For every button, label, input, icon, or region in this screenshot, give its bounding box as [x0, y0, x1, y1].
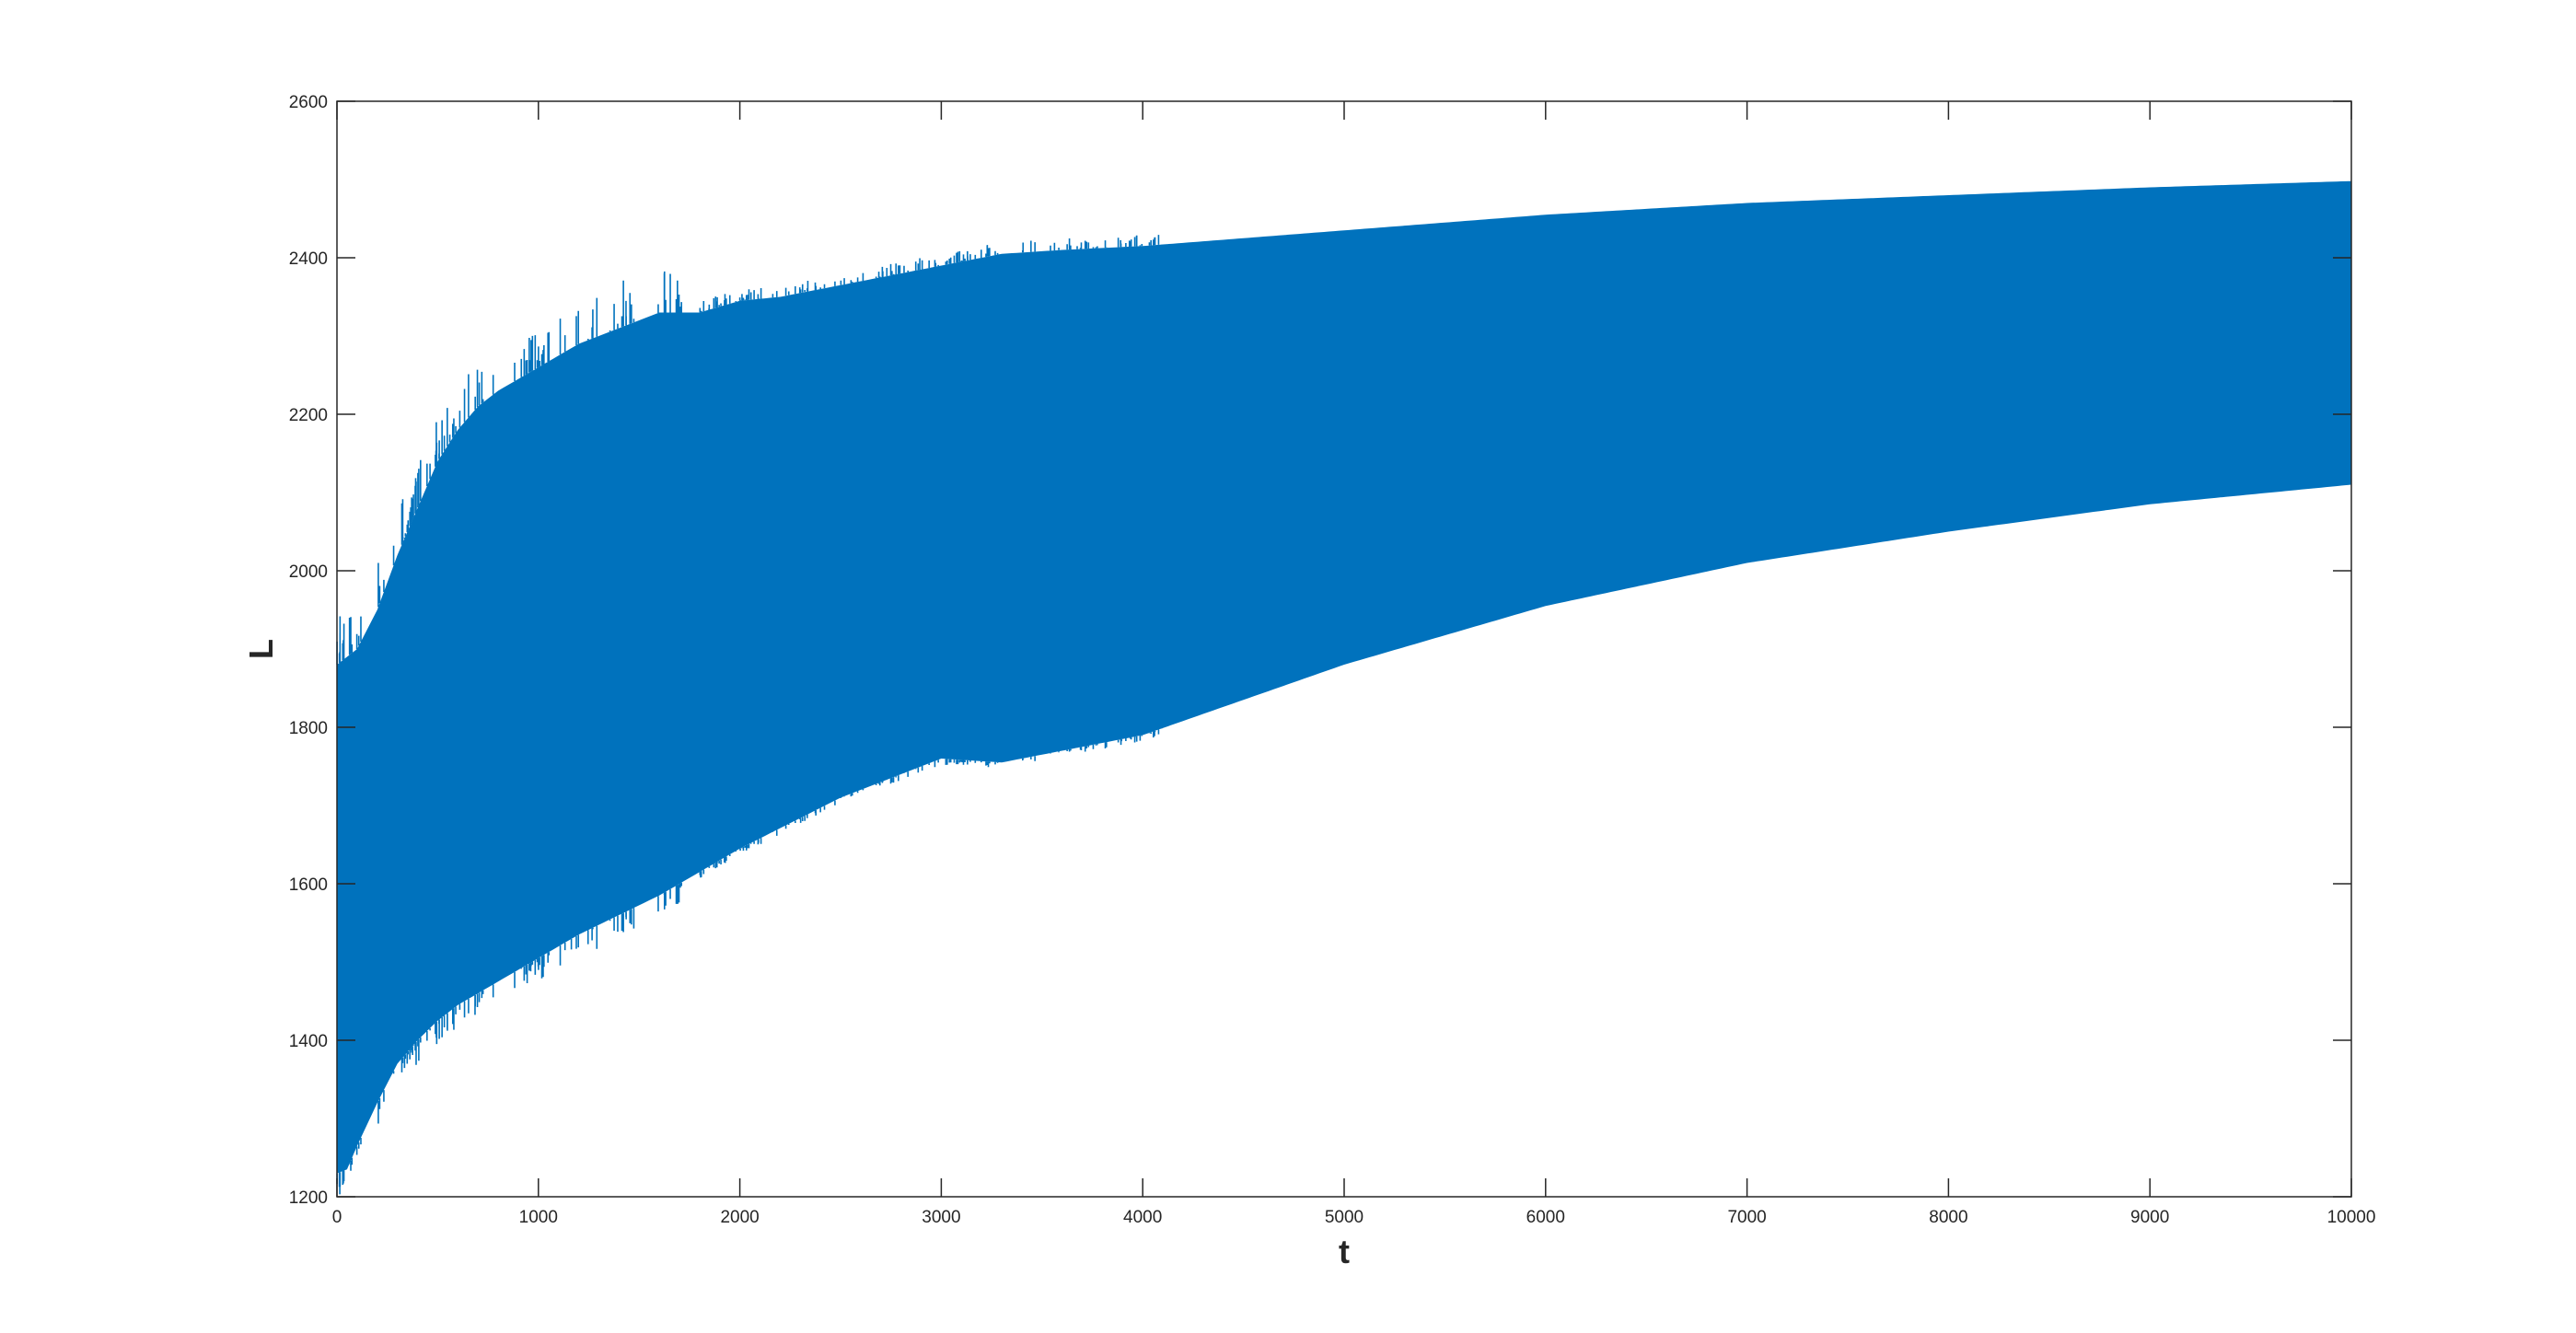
- x-tick-label: 5000: [1325, 1208, 1363, 1227]
- x-tick-label: 6000: [1526, 1208, 1565, 1227]
- y-tick-label: 2600: [289, 93, 328, 112]
- x-tick-label: 4000: [1123, 1208, 1162, 1227]
- y-tick-label: 2400: [289, 249, 328, 269]
- signal-spikes: [336, 235, 1163, 1195]
- y-tick-label: 1600: [289, 875, 328, 895]
- y-tick-label: 1200: [289, 1188, 328, 1208]
- plot-area: [336, 180, 2351, 1195]
- x-axis-ticks: 0 1000 2000 3000 4000 5000 6000 7000 8000 9000 100…: [332, 101, 2376, 1227]
- y-tick-label: 2200: [289, 406, 328, 425]
- x-tick-label: 3000: [922, 1208, 960, 1227]
- y-tick-label: 1400: [289, 1032, 328, 1051]
- x-tick-label: 1000: [519, 1208, 558, 1227]
- y-axis-title: L: [242, 639, 280, 659]
- x-tick-label: 10000: [2327, 1208, 2376, 1227]
- x-tick-label: 9000: [2130, 1208, 2169, 1227]
- x-tick-label: 0: [332, 1208, 342, 1227]
- signal-band: [337, 180, 2351, 1174]
- x-axis-title: t: [1339, 1233, 1350, 1270]
- x-tick-label: 2000: [720, 1208, 759, 1227]
- y-tick-label: 1800: [289, 719, 328, 738]
- x-tick-label: 7000: [1727, 1208, 1766, 1227]
- y-tick-label: 2000: [289, 562, 328, 582]
- x-tick-label: 8000: [1929, 1208, 1967, 1227]
- y-axis-ticks: 1200 1400 1600 1800 2000 2200 2400 2600: [289, 93, 2351, 1208]
